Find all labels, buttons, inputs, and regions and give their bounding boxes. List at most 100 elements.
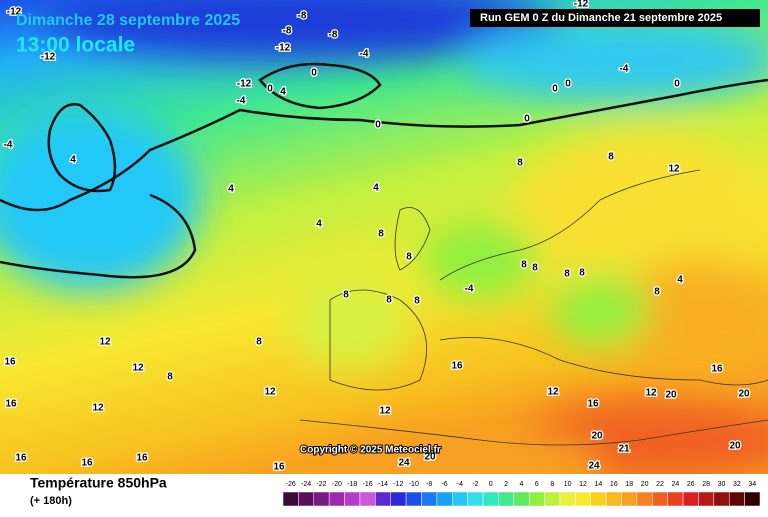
contour-label: 8 (654, 287, 660, 298)
contour-label: -8 (298, 11, 307, 22)
colorbar-swatch (590, 491, 607, 507)
contour-label: 8 (167, 372, 173, 383)
contour-label: 16 (136, 453, 148, 464)
contour-label: 8 (517, 158, 523, 169)
map-field (0, 0, 768, 490)
contour-label: 20 (729, 441, 741, 452)
colorbar-swatch (744, 491, 761, 507)
contour-label: 8 (343, 290, 349, 301)
colorbar-swatch (544, 491, 561, 507)
contour-label: 16 (81, 458, 93, 469)
colorbar-swatch (482, 491, 499, 507)
colorbar-swatch (621, 491, 638, 507)
contour-label: 12 (645, 388, 657, 399)
contour-label: 4 (70, 155, 76, 166)
colorbar-label: 28 (702, 481, 710, 488)
colorbar-swatch (467, 491, 484, 507)
colorbar-label: 26 (687, 481, 695, 488)
colorbar-swatch (313, 491, 330, 507)
contour-label: 24 (398, 458, 410, 469)
colorbar-label: 12 (579, 481, 587, 488)
colorbar-swatch (421, 491, 438, 507)
contour-label: -12 (237, 79, 252, 90)
contour-label: 16 (273, 462, 285, 473)
contour-label: 4 (280, 87, 286, 98)
time: 13:00 locale (16, 34, 135, 57)
contour-label: 0 (674, 79, 680, 90)
lead-time: (+ 180h) (30, 495, 72, 507)
colorbar-label: -26 (286, 481, 296, 488)
colorbar-swatch (559, 491, 576, 507)
colorbar-label: 2 (504, 481, 508, 488)
colorbar-label: -6 (441, 481, 447, 488)
contour-label: -4 (4, 140, 13, 151)
colorbar-label: 4 (520, 481, 524, 488)
colorbar-swatch (498, 491, 515, 507)
contour-label: 4 (373, 183, 379, 194)
colorbar-label: -10 (409, 481, 419, 488)
colorbar-label: 10 (564, 481, 572, 488)
contour-label: 12 (264, 387, 276, 398)
contour-label: -4 (360, 49, 369, 60)
contour-label: 0 (565, 79, 571, 90)
contour-label: 0 (552, 84, 558, 95)
contour-label: 16 (587, 399, 599, 410)
contour-label: 8 (378, 229, 384, 240)
colorbar-swatch (344, 491, 361, 507)
colorbar-label: -2 (472, 481, 478, 488)
contour-label: -12 (41, 52, 56, 63)
colorbar-label: -16 (363, 481, 373, 488)
colorbar-swatch (713, 491, 730, 507)
contour-label: 8 (564, 269, 570, 280)
contour-label: 12 (668, 164, 680, 175)
colorbar-label: -20 (332, 481, 342, 488)
contour-label: 0 (311, 68, 317, 79)
colorbar-swatch (452, 491, 468, 507)
colorbar-label: -14 (378, 481, 388, 488)
contour-label: -4 (620, 64, 629, 75)
colorbar-swatch (698, 491, 715, 507)
colorbar-swatch (652, 491, 668, 507)
contour-label: 16 (15, 453, 27, 464)
contour-label: 16 (451, 361, 463, 372)
colorbar-label: 24 (671, 481, 679, 488)
colorbar-swatch (328, 491, 345, 507)
contour-label: 16 (4, 357, 16, 368)
contour-label: 4 (228, 184, 234, 195)
colorbar-swatch (513, 491, 530, 507)
copyright: Copyright © 2025 Meteociel.fr (300, 445, 441, 456)
colorbar-label: 14 (595, 481, 603, 488)
run-info: Run GEM 0 Z du Dimanche 21 septembre 202… (480, 12, 722, 24)
colorbar-swatch (682, 491, 699, 507)
colorbar-swatch (390, 491, 407, 507)
contour-label: -8 (329, 30, 338, 41)
colorbar-label: 18 (625, 481, 633, 488)
contour-label: 20 (738, 389, 750, 400)
colorbar-swatch (359, 491, 376, 507)
date: Dimanche 28 septembre 2025 (16, 12, 240, 29)
contour-label: 12 (99, 337, 111, 348)
contour-label: 8 (256, 337, 262, 348)
contour-label: 0 (375, 120, 381, 131)
contour-label: 8 (406, 252, 412, 263)
colorbar-label: 16 (610, 481, 618, 488)
contour-label: 8 (608, 152, 614, 163)
colorbar-label: 0 (489, 481, 493, 488)
contour-label: 16 (5, 399, 17, 410)
colorbar-label: 32 (733, 481, 741, 488)
contour-label: 16 (711, 364, 723, 375)
colorbar-label: 34 (748, 481, 756, 488)
contour-label: -12 (7, 7, 22, 18)
parameter: Température 850hPa (30, 475, 167, 491)
contour-label: 21 (618, 444, 630, 455)
colorbar: -26 -24 -22 -20 -18 -16 -14 -12 -10 -8 -6 -4 -2 0 2 4 6 8… (282, 481, 761, 507)
contour-label: -4 (465, 284, 474, 295)
colorbar-label: -22 (316, 481, 326, 488)
contour-label: 12 (379, 406, 391, 417)
colorbar-swatch (667, 491, 684, 507)
contour-label: 0 (524, 114, 530, 125)
colorbar-swatch (528, 491, 545, 507)
contour-label: 12 (132, 363, 144, 374)
